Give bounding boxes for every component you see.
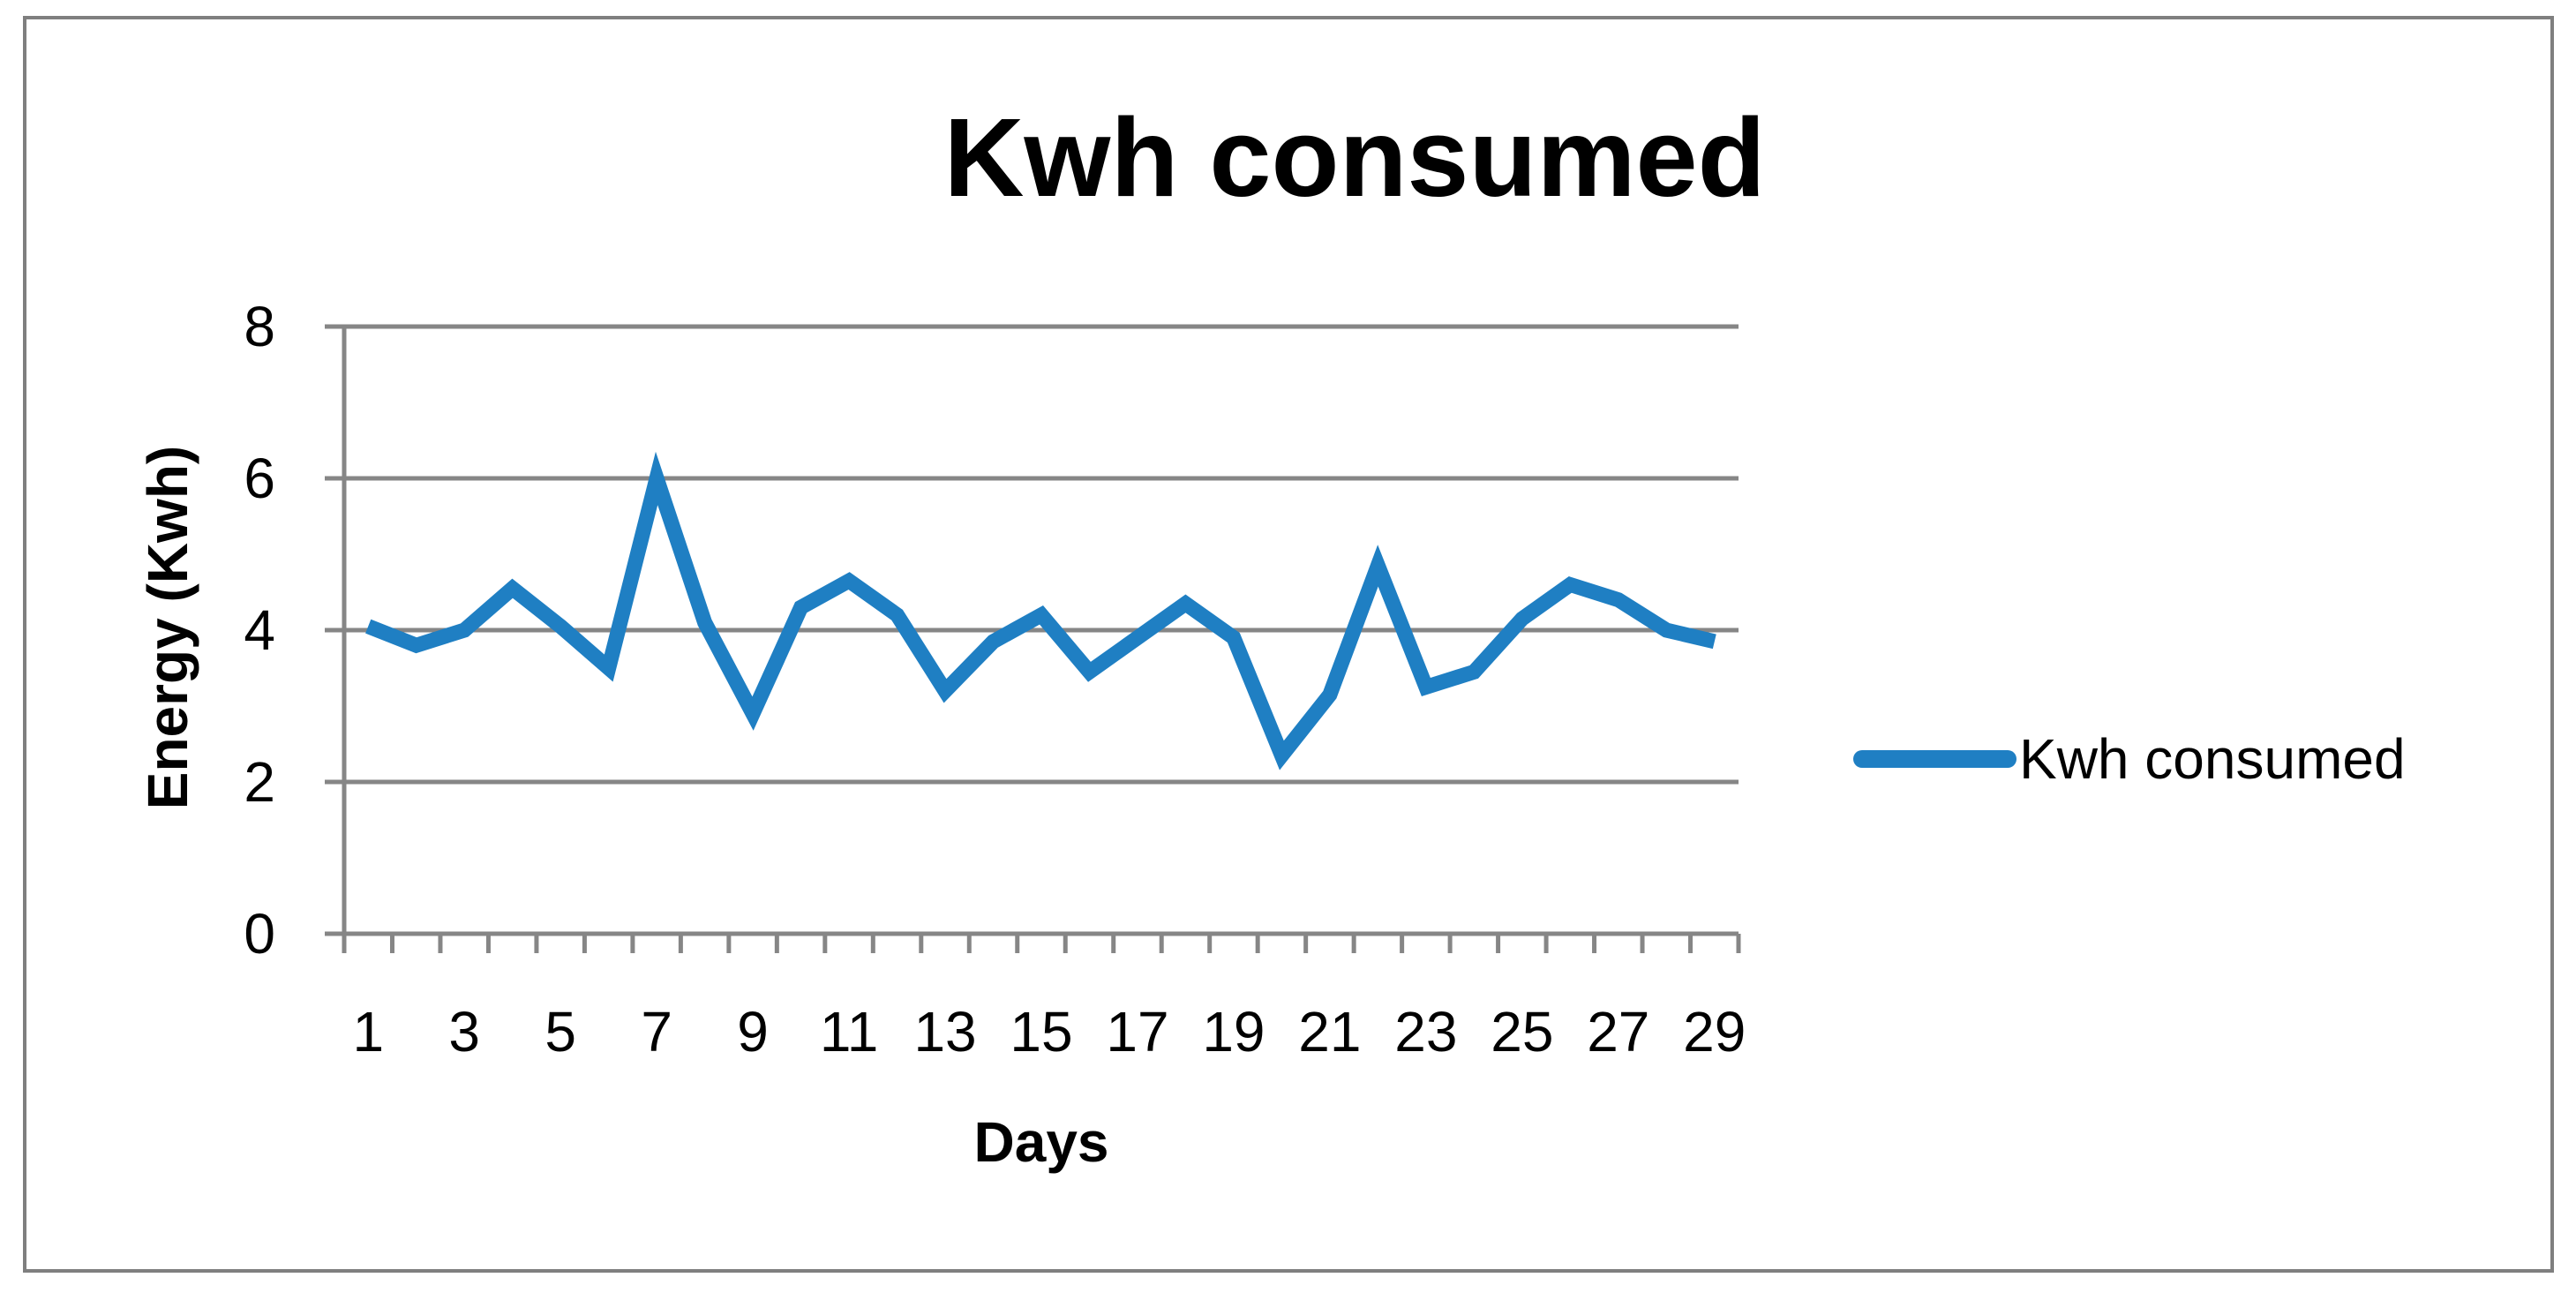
x-tick-label-25: 25 bbox=[1491, 1000, 1553, 1063]
y-tick-label-8: 8 bbox=[244, 295, 275, 358]
x-tick-label-1: 1 bbox=[352, 1000, 384, 1063]
x-tick-label-7: 7 bbox=[641, 1000, 672, 1063]
series-line-0 bbox=[365, 451, 1716, 770]
axes bbox=[325, 324, 1741, 953]
x-tick-label-23: 23 bbox=[1394, 1000, 1457, 1063]
x-tick-label-13: 13 bbox=[913, 1000, 976, 1063]
chart-title: Kwh consumed bbox=[943, 95, 1765, 220]
x-tick-label-5: 5 bbox=[544, 1000, 576, 1063]
x-tick-label-19: 19 bbox=[1202, 1000, 1265, 1063]
x-axis-title: Days bbox=[974, 1110, 1109, 1174]
y-tick-label-2: 2 bbox=[244, 750, 275, 814]
x-tick-label-9: 9 bbox=[737, 1000, 769, 1063]
y-tick-label-0: 0 bbox=[244, 902, 275, 966]
y-tick-label-6: 6 bbox=[244, 447, 275, 510]
chart-border bbox=[23, 16, 2554, 1273]
x-tick-label-27: 27 bbox=[1587, 1000, 1649, 1063]
x-tick-label-21: 21 bbox=[1298, 1000, 1361, 1063]
x-tick-label-11: 11 bbox=[820, 1000, 878, 1063]
legend: Kwh consumed bbox=[1853, 727, 2406, 791]
y-tick-label-4: 4 bbox=[244, 598, 275, 662]
legend-label-kwh-consumed: Kwh consumed bbox=[2019, 727, 2406, 791]
series-lines bbox=[365, 451, 1716, 770]
x-tick-label-17: 17 bbox=[1106, 1000, 1168, 1063]
x-tick-label-29: 29 bbox=[1683, 1000, 1746, 1063]
x-tick-label-15: 15 bbox=[1010, 1000, 1072, 1063]
y-axis-title: Energy (Kwh) bbox=[136, 446, 199, 809]
x-tick-labels: 1 3 5 7 9 11 13 15 17 19 21 23 25 27 29 bbox=[352, 1000, 1746, 1063]
x-tick-label-3: 3 bbox=[448, 1000, 480, 1063]
y-tick-labels: 0 2 4 6 8 bbox=[244, 295, 275, 966]
